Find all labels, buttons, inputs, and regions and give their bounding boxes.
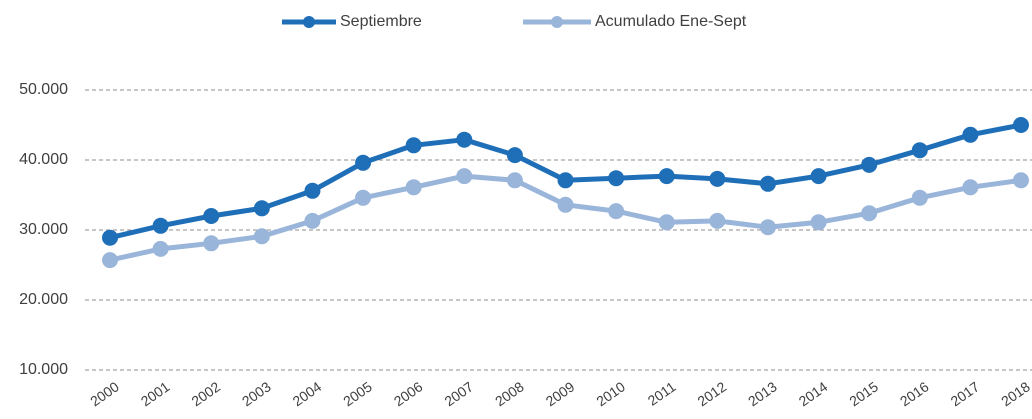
y-tick-label: 40.000 (19, 151, 68, 168)
data-point (304, 212, 321, 229)
data-point (962, 179, 979, 196)
data-point (253, 200, 270, 217)
x-tick-label: 2015 (846, 378, 881, 409)
x-tick-label: 2001 (138, 378, 173, 409)
x-tick-label: 2009 (543, 378, 578, 409)
legend-marker (551, 16, 563, 28)
data-point (506, 147, 523, 164)
x-tick-label: 2017 (948, 378, 983, 409)
data-point (456, 131, 473, 148)
legend-item: Acumulado Ene-Sept (523, 13, 747, 30)
data-point (759, 175, 776, 192)
data-point (658, 168, 675, 185)
data-point (1013, 172, 1029, 189)
data-point (355, 154, 372, 171)
data-point (658, 214, 675, 231)
x-tick-label: 2011 (645, 378, 679, 408)
data-point (102, 229, 118, 246)
data-point (911, 189, 928, 206)
data-point (152, 217, 169, 234)
x-tick-label: 2018 (998, 378, 1032, 409)
legend-item: Septiembre (282, 13, 422, 30)
data-point (608, 203, 625, 220)
legend-marker (303, 16, 315, 28)
y-tick-label: 50.000 (19, 81, 68, 98)
data-point (203, 208, 220, 224)
x-tick-label: 2003 (239, 378, 274, 409)
legend-label: Acumulado Ene-Sept (595, 13, 747, 30)
data-point (759, 219, 776, 236)
data-point (861, 205, 878, 222)
data-point (810, 168, 827, 185)
x-tick-label: 2000 (87, 378, 122, 409)
data-point (557, 172, 574, 189)
data-point (152, 240, 169, 257)
data-point (102, 252, 118, 269)
x-tick-label: 2012 (694, 378, 729, 409)
data-point (456, 168, 473, 185)
data-point (405, 137, 422, 154)
x-tick-label: 2007 (441, 378, 476, 409)
data-point (608, 170, 625, 187)
data-point (911, 142, 928, 159)
data-point (861, 156, 878, 173)
data-point (962, 126, 979, 143)
y-tick-label: 10.000 (19, 361, 68, 378)
x-tick-label: 2006 (391, 378, 426, 409)
data-point (253, 228, 270, 245)
data-point (506, 172, 523, 189)
x-tick-label: 2002 (188, 378, 223, 409)
data-point (405, 179, 422, 196)
x-tick-label: 2014 (796, 378, 831, 409)
y-tick-label: 30.000 (19, 221, 68, 238)
data-point (1013, 117, 1029, 133)
series-line (109, 173, 1022, 263)
data-point (810, 214, 827, 231)
data-point (203, 235, 220, 252)
x-tick-label: 2013 (745, 378, 780, 409)
x-tick-label: 2004 (290, 378, 325, 409)
data-point (709, 212, 726, 229)
x-tick-label: 2005 (340, 378, 375, 409)
data-point (304, 182, 321, 199)
x-tick-label: 2010 (593, 378, 628, 409)
data-point (355, 189, 372, 206)
data-point (709, 170, 726, 187)
y-tick-label: 20.000 (19, 291, 68, 308)
legend-label: Septiembre (340, 13, 422, 30)
x-tick-label: 2008 (492, 378, 527, 409)
data-point (557, 196, 574, 213)
x-tick-label: 2016 (897, 378, 932, 409)
